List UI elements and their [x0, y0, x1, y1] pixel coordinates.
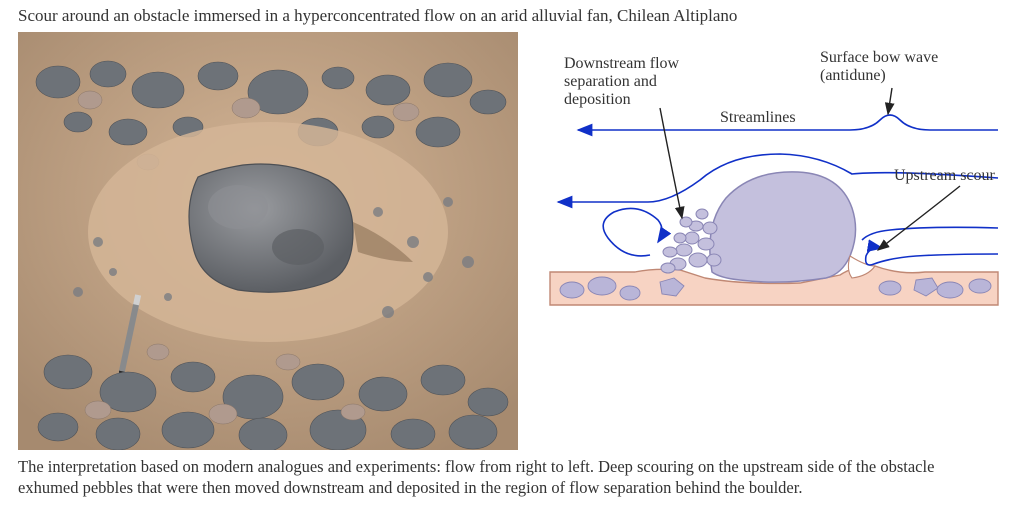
label-sep-l3: deposition: [564, 91, 631, 108]
field-photo: [18, 32, 518, 450]
label-upstream-scour: Upstream scour: [894, 167, 996, 184]
photo-svg: [18, 32, 518, 450]
label-sep-l1: Downstream flow: [564, 55, 680, 72]
label-sep-l2: separation and: [564, 73, 657, 90]
label-bow-wave-l1: Surface bow wave: [820, 49, 938, 66]
boulder-shape: [710, 172, 856, 282]
interpretation-diagram: Surface bow wave (antidune) Streamlines …: [530, 50, 1010, 330]
label-bow-wave-l2: (antidune): [820, 67, 886, 84]
label-streamlines: Streamlines: [720, 109, 796, 126]
pebble-deposit: [661, 209, 721, 273]
boulder: [189, 164, 353, 292]
figure-title: Scour around an obstacle immersed in a h…: [18, 6, 737, 26]
figure-caption: The interpretation based on modern analo…: [18, 456, 998, 498]
diagram-svg: Surface bow wave (antidune) Streamlines …: [530, 50, 1010, 330]
